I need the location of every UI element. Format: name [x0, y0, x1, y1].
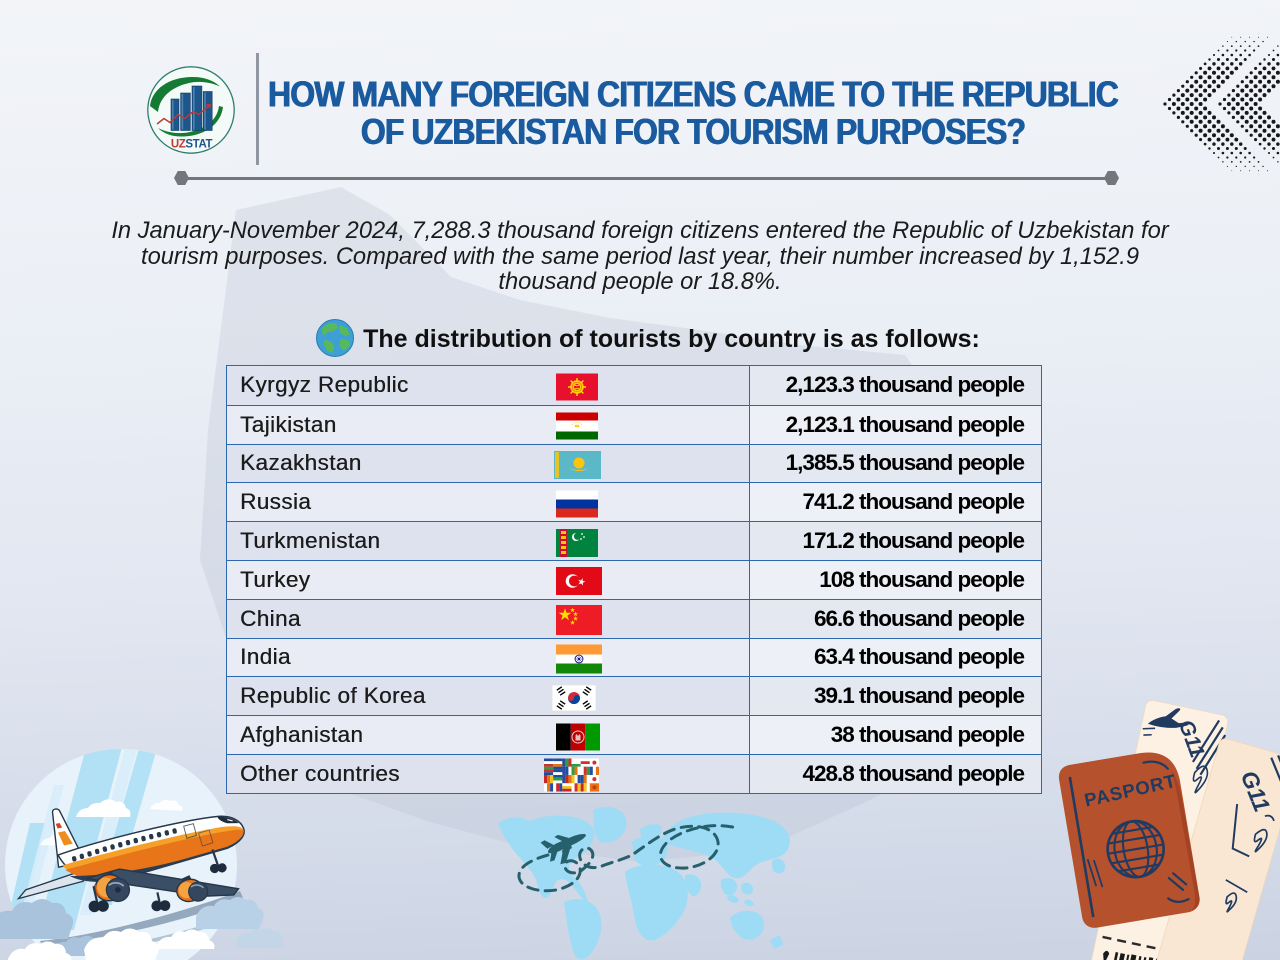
svg-text:UZSTAT: UZSTAT: [171, 139, 213, 151]
